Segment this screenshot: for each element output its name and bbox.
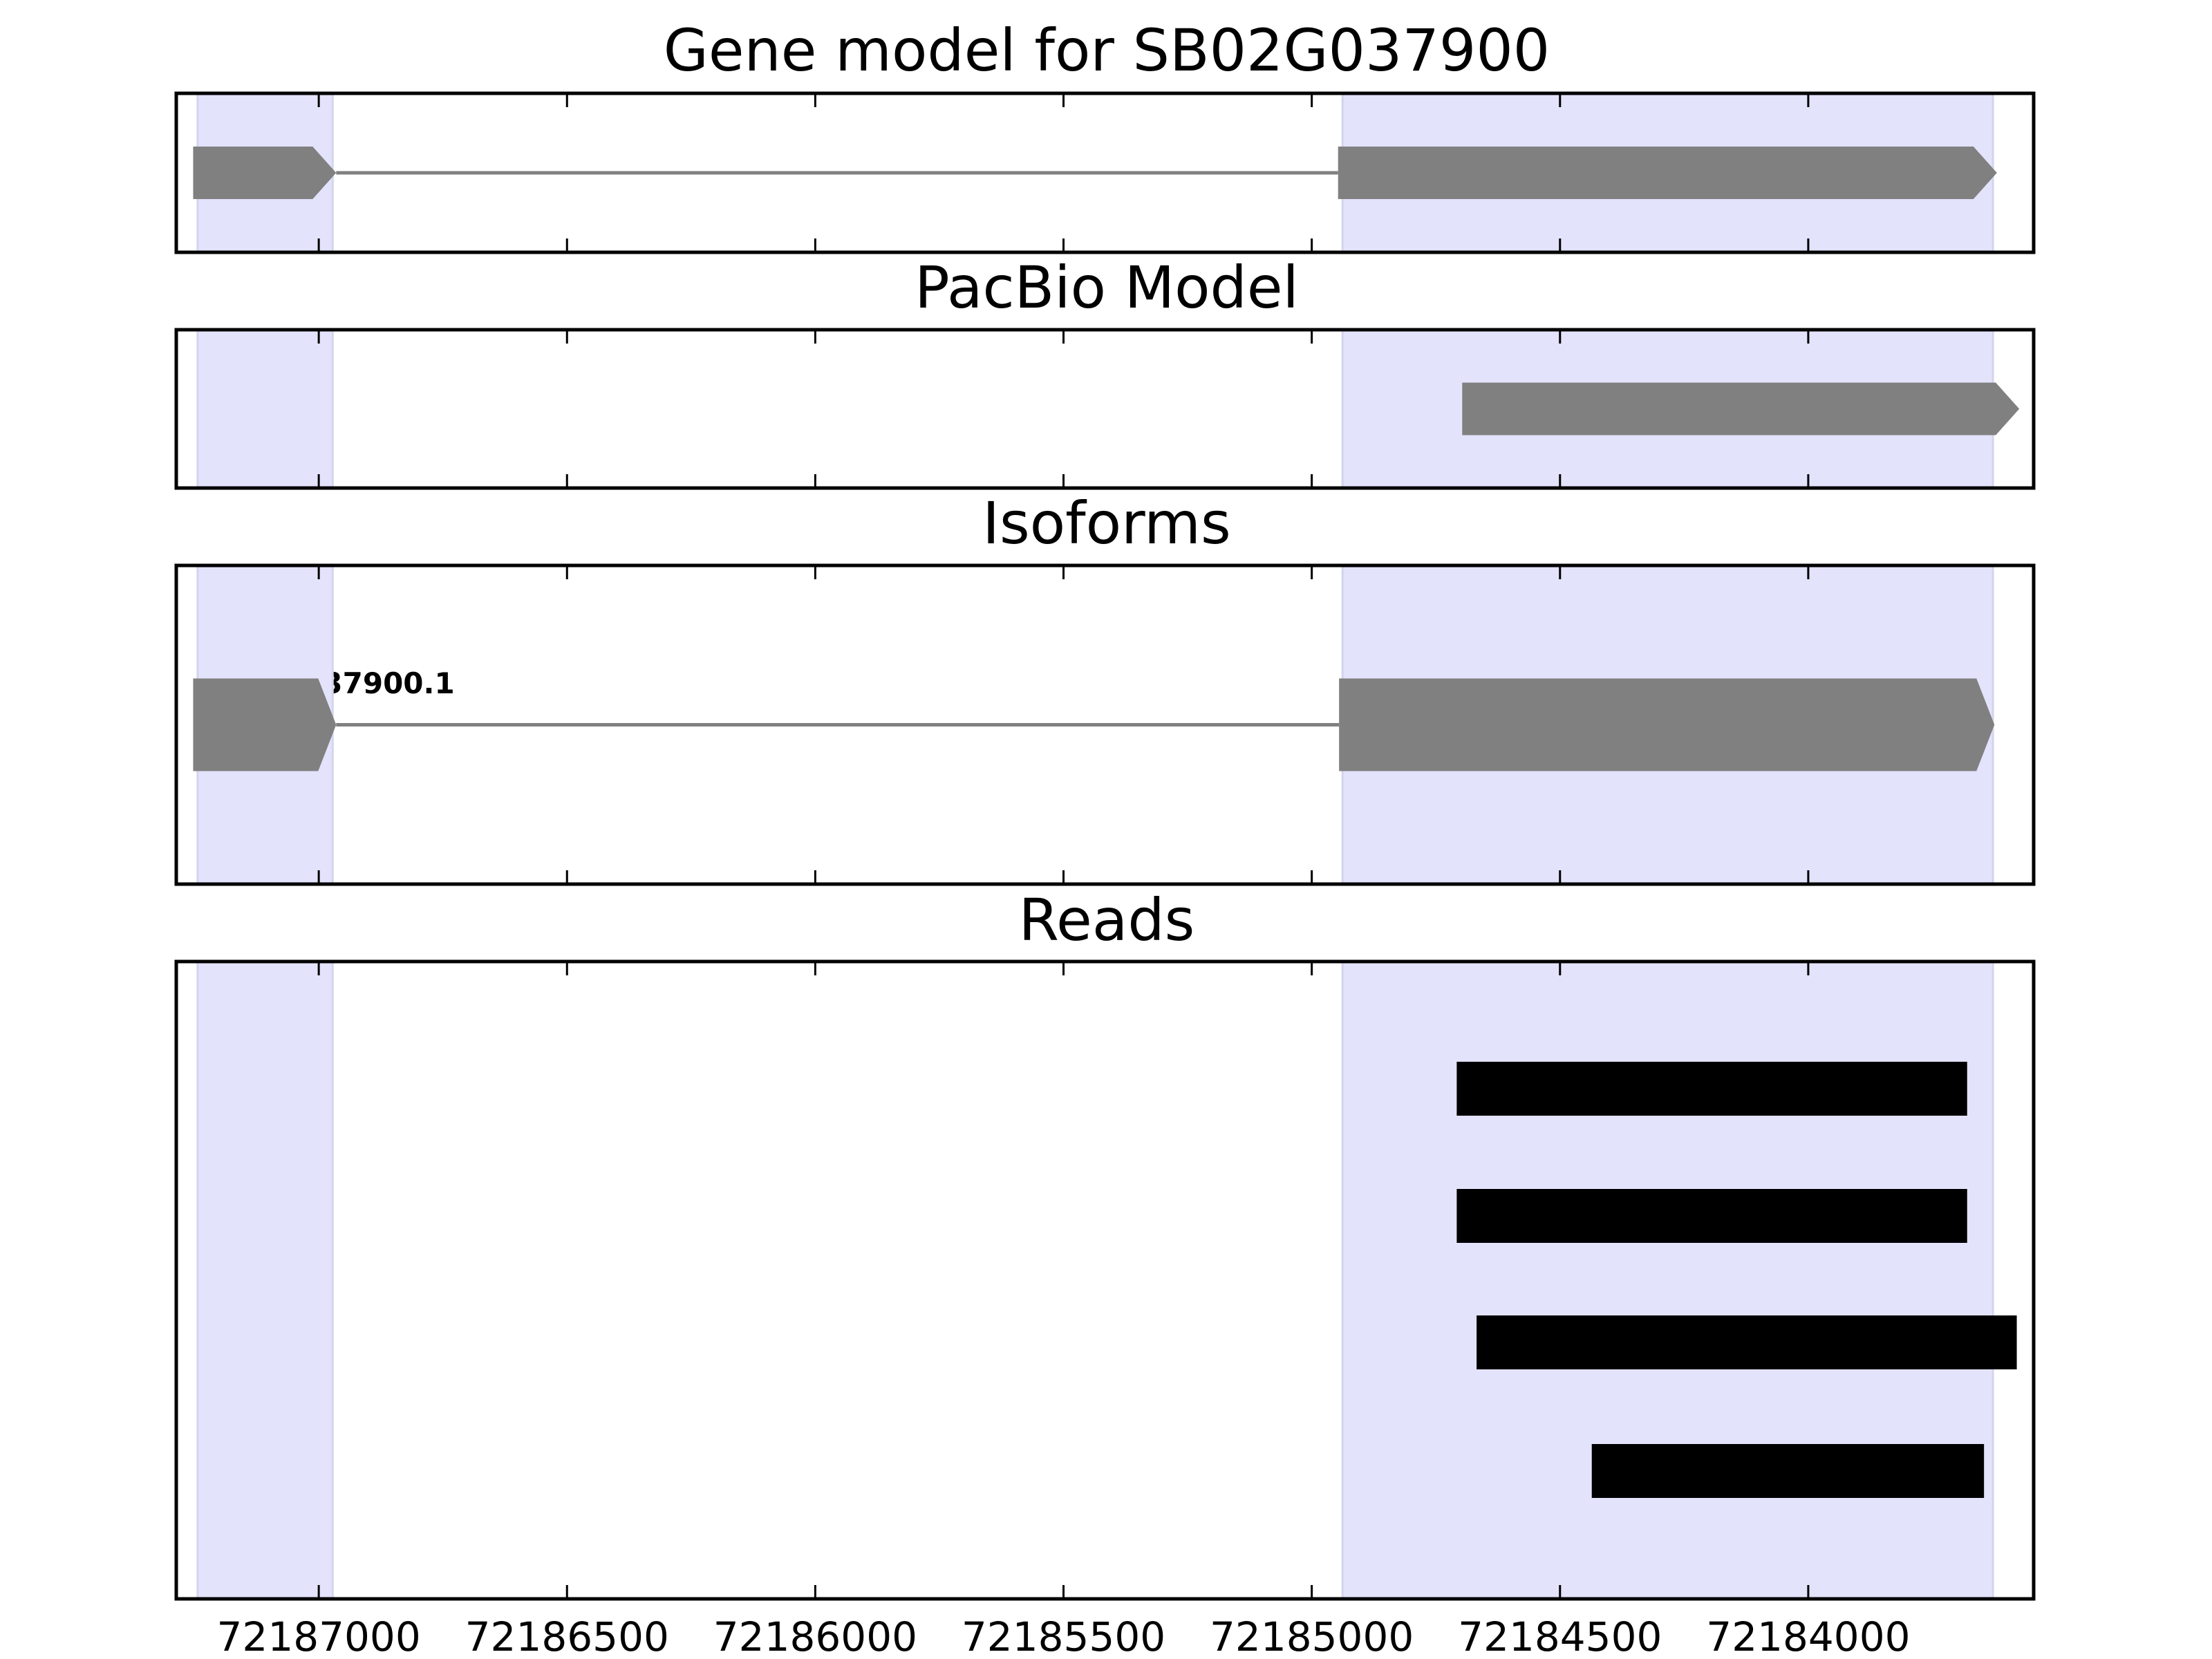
read-bar [1456,1189,1967,1243]
panel-title-pacbio: PacBio Model [915,254,1299,321]
read-bar [1477,1315,2017,1369]
panel-frame [174,328,2036,490]
tick-label: 72184500 [1458,1613,1662,1659]
tick-label: 72186500 [465,1613,669,1659]
read-bar [1456,1062,1967,1116]
exon [1462,382,2020,435]
highlight-region [1341,960,1994,1600]
panel-title-gene-model: Gene model for SB02G037900 [664,17,1550,84]
tick-label: 72186000 [713,1613,917,1659]
panel-title-isoforms: Isoforms [982,489,1231,557]
panel-frame [174,959,2036,1601]
exon [1339,678,1995,771]
panel-title-reads: Reads [1019,886,1195,954]
tick-label: 72185000 [1210,1613,1414,1659]
panel-frame [174,91,2036,254]
tick-label: 72184000 [1706,1613,1910,1659]
panel-frame [174,563,2036,886]
highlight-region [196,960,334,1600]
exon [193,147,337,199]
exon [193,678,337,771]
highlight-region [196,328,334,489]
read-bar [1591,1444,1985,1498]
exon [1338,147,1997,199]
tick-label: 72187000 [217,1613,421,1659]
tick-label: 72185500 [962,1613,1165,1659]
